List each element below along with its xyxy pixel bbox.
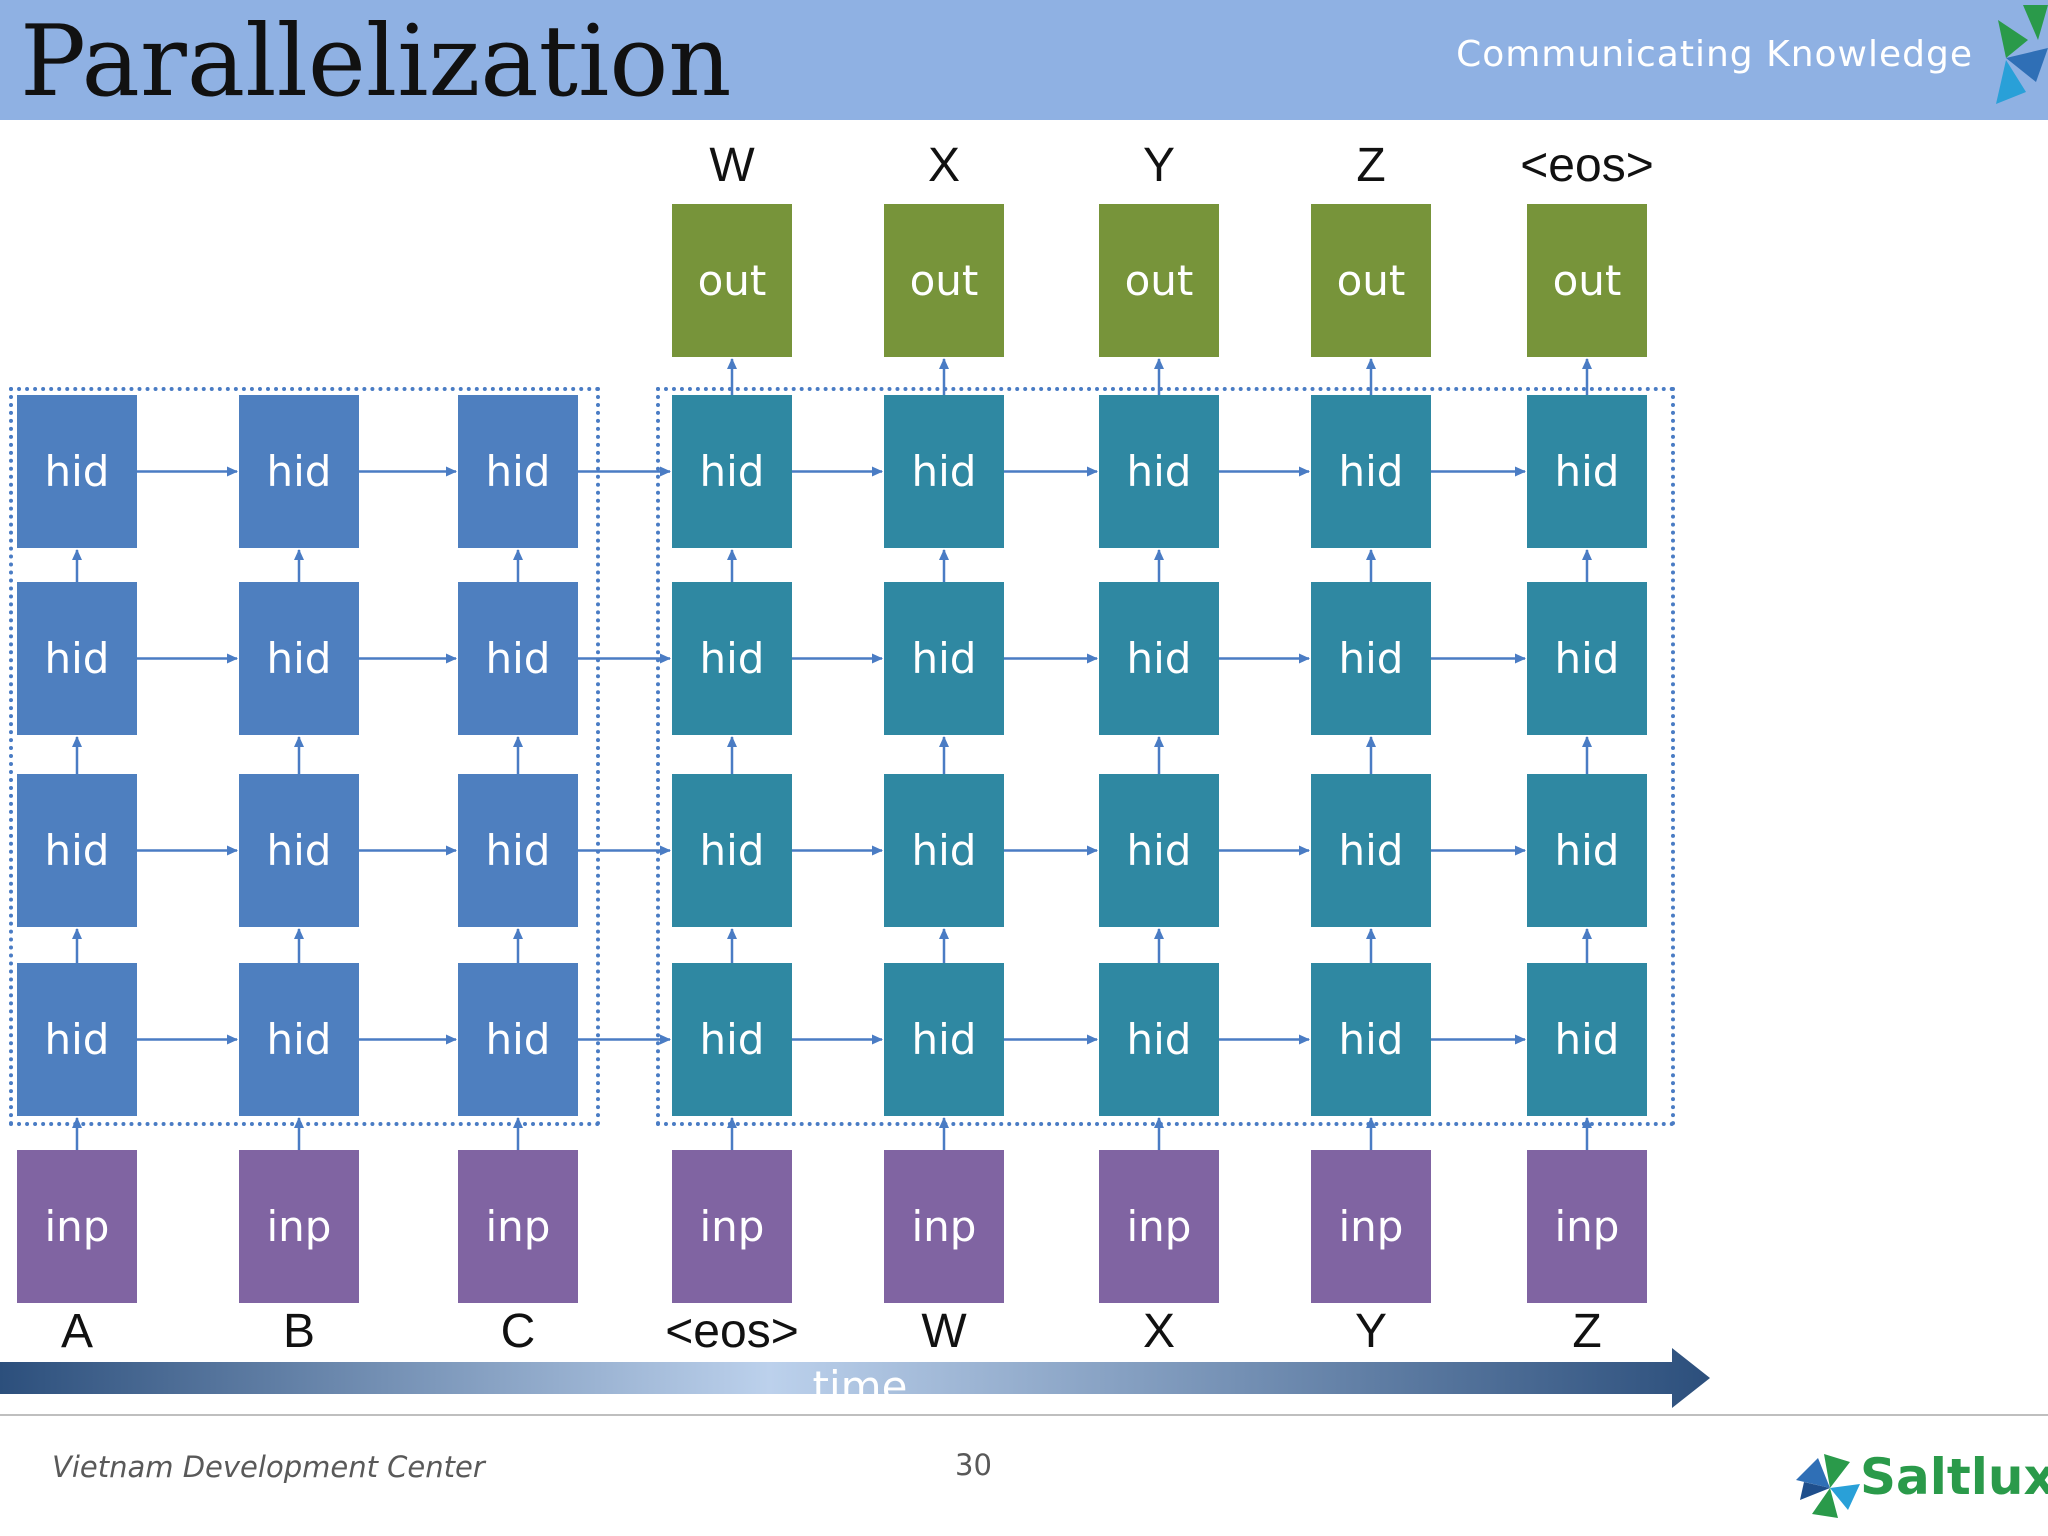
output-word: X bbox=[927, 139, 960, 192]
decoder-hidden-box: hid bbox=[1527, 582, 1647, 735]
decoder-hidden-box: hid bbox=[1527, 963, 1647, 1116]
encoder-hidden-box: hid bbox=[239, 774, 359, 927]
decoder-hidden-box: hid bbox=[884, 395, 1004, 548]
encoder-hidden-box: hid bbox=[17, 774, 137, 927]
footer-organization: Vietnam Development Center bbox=[52, 1450, 485, 1484]
input-word: X bbox=[1142, 1305, 1175, 1358]
decoder-hidden-box: hid bbox=[884, 963, 1004, 1116]
footer-divider bbox=[0, 1414, 2048, 1416]
saltlux-logo-text: Saltlux bbox=[1860, 1448, 2048, 1506]
decoder-hidden-box: hid bbox=[1099, 963, 1219, 1116]
input-box: inp bbox=[1311, 1150, 1431, 1303]
output-box: out bbox=[1099, 204, 1219, 357]
decoder-hidden-box: hid bbox=[1099, 774, 1219, 927]
decoder-hidden-box: hid bbox=[1527, 395, 1647, 548]
decoder-hidden-box: hid bbox=[884, 774, 1004, 927]
slide-title: Parallelization bbox=[20, 5, 732, 119]
encoder-hidden-box: hid bbox=[239, 395, 359, 548]
header-tagline: Communicating Knowledge bbox=[1456, 34, 1973, 75]
saltlux-logo-icon bbox=[1796, 1454, 1860, 1518]
input-word: Y bbox=[1354, 1305, 1387, 1358]
encoder-hidden-box: hid bbox=[239, 963, 359, 1116]
input-word: W bbox=[921, 1305, 967, 1358]
output-box: out bbox=[884, 204, 1004, 357]
input-box: inp bbox=[458, 1150, 578, 1303]
input-word: Z bbox=[1572, 1305, 1602, 1358]
encoder-group-outline bbox=[9, 387, 600, 1126]
input-word: <eos> bbox=[665, 1305, 799, 1358]
input-word: C bbox=[500, 1305, 536, 1358]
slide-header: Parallelization Communicating Knowledge bbox=[0, 0, 2048, 120]
decoder-hidden-box: hid bbox=[672, 963, 792, 1116]
encoder-hidden-box: hid bbox=[458, 395, 578, 548]
decoder-hidden-box: hid bbox=[1311, 774, 1431, 927]
output-box: out bbox=[1527, 204, 1647, 357]
output-box: out bbox=[1311, 204, 1431, 357]
input-word: A bbox=[60, 1305, 93, 1358]
encoder-hidden-box: hid bbox=[458, 963, 578, 1116]
encoder-hidden-box: hid bbox=[17, 963, 137, 1116]
input-box: inp bbox=[1527, 1150, 1647, 1303]
output-word: Y bbox=[1142, 139, 1175, 192]
input-box: inp bbox=[672, 1150, 792, 1303]
decoder-hidden-box: hid bbox=[1311, 395, 1431, 548]
decoder-group-outline bbox=[656, 387, 1675, 1126]
encoder-hidden-box: hid bbox=[17, 582, 137, 735]
decoder-hidden-box: hid bbox=[1311, 963, 1431, 1116]
encoder-hidden-box: hid bbox=[17, 395, 137, 548]
output-word: <eos> bbox=[1520, 139, 1654, 192]
encoder-hidden-box: hid bbox=[458, 774, 578, 927]
decoder-hidden-box: hid bbox=[1311, 582, 1431, 735]
input-word: B bbox=[282, 1305, 315, 1358]
output-word: W bbox=[709, 139, 755, 192]
star-logo-icon bbox=[1996, 5, 2048, 104]
decoder-hidden-box: hid bbox=[672, 774, 792, 927]
time-label: time bbox=[812, 1362, 908, 1411]
decoder-hidden-box: hid bbox=[1099, 395, 1219, 548]
decoder-hidden-box: hid bbox=[1099, 582, 1219, 735]
decoder-hidden-box: hid bbox=[672, 395, 792, 548]
input-box: inp bbox=[17, 1150, 137, 1303]
input-box: inp bbox=[1099, 1150, 1219, 1303]
encoder-hidden-box: hid bbox=[239, 582, 359, 735]
decoder-hidden-box: hid bbox=[1527, 774, 1647, 927]
time-arrow bbox=[0, 1348, 1710, 1408]
input-box: inp bbox=[239, 1150, 359, 1303]
page-number: 30 bbox=[955, 1448, 992, 1482]
decoder-hidden-box: hid bbox=[884, 582, 1004, 735]
encoder-hidden-box: hid bbox=[458, 582, 578, 735]
input-box: inp bbox=[884, 1150, 1004, 1303]
decoder-hidden-box: hid bbox=[672, 582, 792, 735]
output-word: Z bbox=[1356, 139, 1386, 192]
output-box: out bbox=[672, 204, 792, 357]
